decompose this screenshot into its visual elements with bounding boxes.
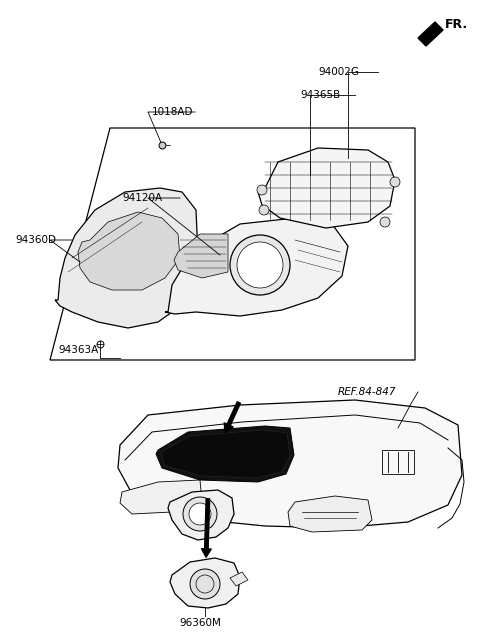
Polygon shape <box>258 148 395 228</box>
Polygon shape <box>118 400 462 528</box>
Polygon shape <box>174 234 228 278</box>
Polygon shape <box>156 426 294 482</box>
Circle shape <box>189 503 211 525</box>
Text: 94365B: 94365B <box>300 90 340 100</box>
Polygon shape <box>165 218 348 316</box>
Polygon shape <box>120 480 202 514</box>
Polygon shape <box>55 188 198 328</box>
Circle shape <box>259 205 269 215</box>
Text: 94360D: 94360D <box>15 235 56 245</box>
Polygon shape <box>161 430 290 478</box>
Text: FR.: FR. <box>445 18 468 31</box>
Circle shape <box>183 497 217 531</box>
Circle shape <box>190 569 220 599</box>
Polygon shape <box>418 22 443 46</box>
Text: 94120A: 94120A <box>122 193 162 203</box>
Text: REF.84-847: REF.84-847 <box>338 387 396 397</box>
Polygon shape <box>170 558 240 608</box>
Polygon shape <box>288 496 372 532</box>
Polygon shape <box>168 490 234 540</box>
FancyArrowPatch shape <box>224 402 240 433</box>
FancyArrowPatch shape <box>202 498 211 557</box>
Circle shape <box>237 242 283 288</box>
Text: 1018AD: 1018AD <box>152 107 193 117</box>
Circle shape <box>380 217 390 227</box>
Bar <box>382 450 414 474</box>
Text: 94363A: 94363A <box>58 345 98 355</box>
Polygon shape <box>230 572 248 586</box>
Text: 96360M: 96360M <box>179 618 221 628</box>
Text: 94002G: 94002G <box>318 67 359 77</box>
Circle shape <box>230 235 290 295</box>
Circle shape <box>257 185 267 195</box>
Polygon shape <box>78 212 180 290</box>
Circle shape <box>390 177 400 187</box>
